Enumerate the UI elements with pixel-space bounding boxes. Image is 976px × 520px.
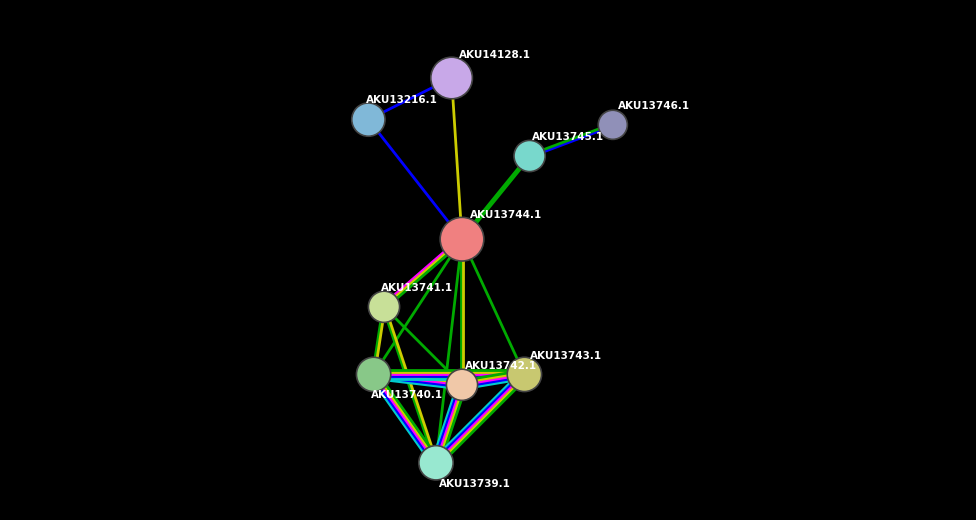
Text: AKU13744.1: AKU13744.1 — [469, 210, 542, 220]
Text: AKU13742.1: AKU13742.1 — [465, 361, 537, 371]
Circle shape — [430, 57, 472, 99]
Text: AKU13216.1: AKU13216.1 — [366, 95, 437, 105]
Circle shape — [356, 357, 390, 392]
Text: AKU13740.1: AKU13740.1 — [371, 390, 443, 400]
Circle shape — [419, 446, 453, 480]
Text: AKU13746.1: AKU13746.1 — [618, 101, 690, 111]
Circle shape — [368, 291, 399, 322]
Circle shape — [446, 369, 477, 400]
Text: AKU13745.1: AKU13745.1 — [532, 132, 604, 142]
Circle shape — [351, 103, 386, 136]
Circle shape — [514, 140, 546, 172]
Text: AKU13739.1: AKU13739.1 — [438, 478, 510, 489]
Text: AKU14128.1: AKU14128.1 — [460, 49, 531, 60]
Text: AKU13743.1: AKU13743.1 — [530, 350, 602, 361]
Text: AKU13741.1: AKU13741.1 — [382, 283, 454, 293]
Circle shape — [440, 217, 484, 261]
Circle shape — [508, 357, 542, 392]
Circle shape — [598, 110, 628, 139]
